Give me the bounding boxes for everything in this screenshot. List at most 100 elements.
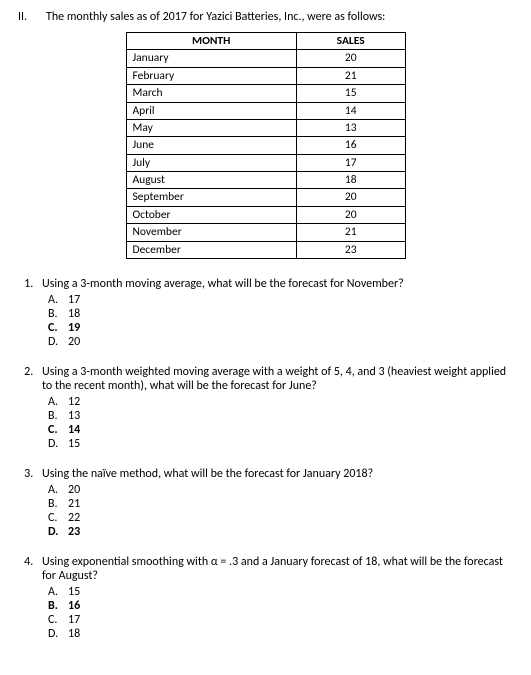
table-row: March15 bbox=[126, 85, 405, 102]
sales-cell: 18 bbox=[296, 172, 405, 189]
month-cell: April bbox=[126, 102, 296, 119]
table-row: April14 bbox=[126, 102, 405, 119]
choice-item: B.18 bbox=[48, 307, 513, 321]
choice-item: B.16 bbox=[48, 599, 513, 613]
choice-letter: A. bbox=[48, 483, 68, 497]
month-cell: July bbox=[126, 154, 296, 171]
section-statement: The monthly sales as of 2017 for Yazici … bbox=[46, 10, 513, 24]
question-text: Using a 3-month moving average, what wil… bbox=[42, 277, 513, 291]
choice-value: 18 bbox=[68, 627, 80, 641]
choice-list: A.12B.13C.14D.15 bbox=[42, 395, 513, 451]
table-row: July17 bbox=[126, 154, 405, 171]
choice-letter: C. bbox=[48, 321, 68, 335]
question-item: Using exponential smoothing with α = .3 … bbox=[36, 555, 513, 641]
sales-cell: 16 bbox=[296, 137, 405, 154]
choice-item: A.20 bbox=[48, 483, 513, 497]
choice-letter: A. bbox=[48, 293, 68, 307]
choice-item: D.18 bbox=[48, 627, 513, 641]
choice-letter: A. bbox=[48, 395, 68, 409]
choice-value: 20 bbox=[68, 335, 80, 349]
table-row: June16 bbox=[126, 137, 405, 154]
table-row: May13 bbox=[126, 119, 405, 136]
sales-cell: 14 bbox=[296, 102, 405, 119]
question-item: Using a 3-month moving average, what wil… bbox=[36, 277, 513, 349]
month-cell: February bbox=[126, 67, 296, 84]
sales-cell: 20 bbox=[296, 50, 405, 67]
month-cell: March bbox=[126, 85, 296, 102]
question-item: Using the naïve method, what will be the… bbox=[36, 467, 513, 539]
choice-list: A.17B.18C.19D.20 bbox=[42, 293, 513, 349]
table-row: January20 bbox=[126, 50, 405, 67]
choice-value: 17 bbox=[68, 293, 80, 307]
month-cell: October bbox=[126, 206, 296, 223]
question-text: Using the naïve method, what will be the… bbox=[42, 467, 513, 481]
sales-cell: 23 bbox=[296, 241, 405, 258]
sales-cell: 13 bbox=[296, 119, 405, 136]
choice-letter: D. bbox=[48, 335, 68, 349]
choice-value: 17 bbox=[68, 613, 80, 627]
choice-letter: C. bbox=[48, 511, 68, 525]
table-row: September20 bbox=[126, 189, 405, 206]
choice-value: 19 bbox=[68, 321, 80, 335]
choice-letter: B. bbox=[48, 599, 68, 613]
choice-item: C.17 bbox=[48, 613, 513, 627]
choice-letter: C. bbox=[48, 613, 68, 627]
month-cell: December bbox=[126, 241, 296, 258]
choice-letter: A. bbox=[48, 585, 68, 599]
choice-item: D.15 bbox=[48, 437, 513, 451]
month-cell: September bbox=[126, 189, 296, 206]
table-row: October20 bbox=[126, 206, 405, 223]
choice-item: A.12 bbox=[48, 395, 513, 409]
choice-list: A.15B.16C.17D.18 bbox=[42, 585, 513, 641]
sales-cell: 15 bbox=[296, 85, 405, 102]
table-row: February21 bbox=[126, 67, 405, 84]
month-cell: June bbox=[126, 137, 296, 154]
question-text: Using a 3-month weighted moving average … bbox=[42, 365, 513, 393]
sales-cell: 21 bbox=[296, 224, 405, 241]
question-text: Using exponential smoothing with α = .3 … bbox=[42, 555, 513, 583]
section-roman: II. bbox=[18, 10, 46, 24]
choice-value: 13 bbox=[68, 409, 80, 423]
choice-item: A.17 bbox=[48, 293, 513, 307]
sales-cell: 20 bbox=[296, 189, 405, 206]
choice-value: 15 bbox=[68, 437, 80, 451]
choice-letter: C. bbox=[48, 423, 68, 437]
table-row: August18 bbox=[126, 172, 405, 189]
choice-letter: B. bbox=[48, 497, 68, 511]
month-cell: August bbox=[126, 172, 296, 189]
month-cell: January bbox=[126, 50, 296, 67]
choice-value: 21 bbox=[68, 497, 80, 511]
table-row: November21 bbox=[126, 224, 405, 241]
month-cell: November bbox=[126, 224, 296, 241]
choice-item: A.15 bbox=[48, 585, 513, 599]
choice-item: C.14 bbox=[48, 423, 513, 437]
choice-value: 20 bbox=[68, 483, 80, 497]
choice-value: 16 bbox=[68, 599, 80, 613]
question-list: Using a 3-month moving average, what wil… bbox=[18, 277, 513, 641]
choice-value: 18 bbox=[68, 307, 80, 321]
choice-item: B.21 bbox=[48, 497, 513, 511]
choice-letter: D. bbox=[48, 627, 68, 641]
sales-table: MONTH SALES January20February21March15Ap… bbox=[126, 32, 406, 259]
choice-item: B.13 bbox=[48, 409, 513, 423]
choice-item: C.22 bbox=[48, 511, 513, 525]
choice-item: D.20 bbox=[48, 335, 513, 349]
table-row: December23 bbox=[126, 241, 405, 258]
choice-value: 22 bbox=[68, 511, 80, 525]
choice-letter: B. bbox=[48, 307, 68, 321]
choice-item: D.23 bbox=[48, 525, 513, 539]
sales-cell: 21 bbox=[296, 67, 405, 84]
sales-cell: 17 bbox=[296, 154, 405, 171]
choice-value: 15 bbox=[68, 585, 80, 599]
choice-item: C.19 bbox=[48, 321, 513, 335]
choice-list: A.20B.21C.22D.23 bbox=[42, 483, 513, 539]
col-sales-header: SALES bbox=[296, 33, 405, 50]
choice-value: 14 bbox=[68, 423, 80, 437]
choice-letter: D. bbox=[48, 437, 68, 451]
month-cell: May bbox=[126, 119, 296, 136]
choice-letter: B. bbox=[48, 409, 68, 423]
section-header: II. The monthly sales as of 2017 for Yaz… bbox=[18, 10, 513, 24]
question-item: Using a 3-month weighted moving average … bbox=[36, 365, 513, 451]
choice-letter: D. bbox=[48, 525, 68, 539]
choice-value: 12 bbox=[68, 395, 80, 409]
